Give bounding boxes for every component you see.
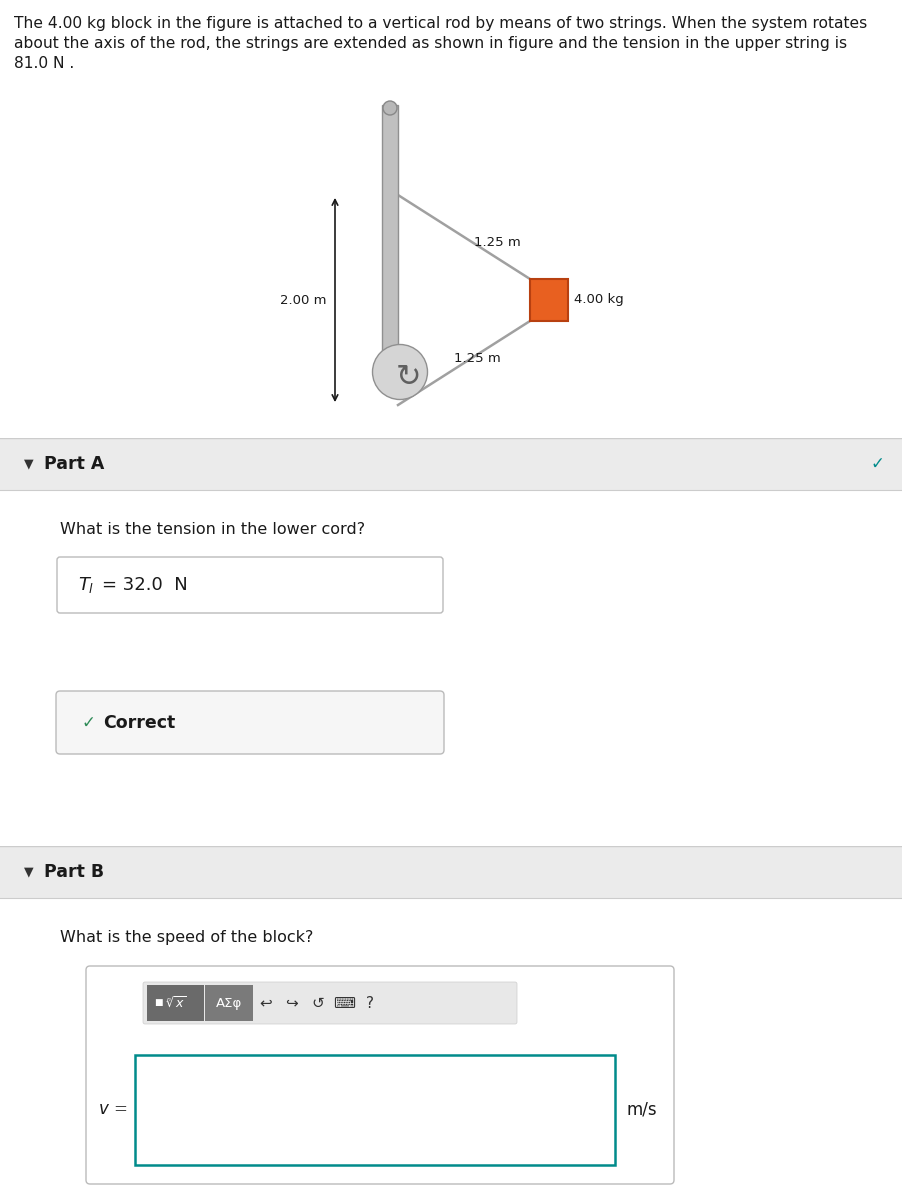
FancyBboxPatch shape bbox=[205, 985, 253, 1021]
FancyBboxPatch shape bbox=[57, 557, 443, 613]
Text: ▼: ▼ bbox=[24, 865, 33, 878]
FancyBboxPatch shape bbox=[56, 691, 444, 754]
Bar bbox=[135, 1055, 615, 1165]
Text: 2.00 m: 2.00 m bbox=[281, 294, 327, 306]
Bar bbox=[530, 278, 568, 320]
Text: ↺: ↺ bbox=[311, 996, 325, 1010]
Bar bbox=[382, 104, 398, 380]
Text: Part A: Part A bbox=[44, 455, 105, 473]
Text: about the axis of the rod, the strings are extended as shown in figure and the t: about the axis of the rod, the strings a… bbox=[14, 36, 847, 50]
Text: ▼: ▼ bbox=[24, 457, 33, 470]
Text: ■: ■ bbox=[154, 998, 162, 1008]
Text: ✓: ✓ bbox=[870, 455, 884, 473]
Text: ↪: ↪ bbox=[286, 996, 299, 1010]
Text: The 4.00 kg block in the figure is attached to a vertical rod by means of two st: The 4.00 kg block in the figure is attac… bbox=[14, 16, 867, 31]
FancyBboxPatch shape bbox=[143, 982, 517, 1024]
Text: = 32.0  N: = 32.0 N bbox=[102, 576, 188, 594]
Bar bbox=[160, 80, 740, 420]
Text: 81.0 N .: 81.0 N . bbox=[14, 56, 74, 71]
Text: ↻: ↻ bbox=[395, 364, 420, 392]
Text: m/s: m/s bbox=[627, 1102, 658, 1118]
Text: ⌨: ⌨ bbox=[333, 996, 355, 1010]
Text: $v$ =: $v$ = bbox=[98, 1102, 127, 1118]
Text: 1.25 m: 1.25 m bbox=[474, 235, 520, 248]
Text: ↩: ↩ bbox=[260, 996, 272, 1010]
Ellipse shape bbox=[383, 101, 397, 115]
FancyBboxPatch shape bbox=[86, 966, 674, 1184]
Text: ?: ? bbox=[366, 996, 374, 1010]
Text: $\sqrt[n]{x}$: $\sqrt[n]{x}$ bbox=[166, 996, 187, 1010]
FancyBboxPatch shape bbox=[147, 985, 204, 1021]
Bar bbox=[0, 438, 902, 490]
Text: Correct: Correct bbox=[103, 714, 175, 732]
Text: Part B: Part B bbox=[44, 863, 104, 881]
Ellipse shape bbox=[373, 344, 428, 400]
Text: AΣφ: AΣφ bbox=[216, 996, 242, 1009]
Bar bbox=[0, 846, 902, 898]
Text: $T_l$: $T_l$ bbox=[78, 575, 95, 595]
Text: 4.00 kg: 4.00 kg bbox=[574, 294, 624, 306]
Text: 1.25 m: 1.25 m bbox=[454, 352, 501, 365]
Text: ✓: ✓ bbox=[82, 714, 96, 732]
Text: What is the tension in the lower cord?: What is the tension in the lower cord? bbox=[60, 522, 365, 538]
Text: What is the speed of the block?: What is the speed of the block? bbox=[60, 930, 313, 946]
